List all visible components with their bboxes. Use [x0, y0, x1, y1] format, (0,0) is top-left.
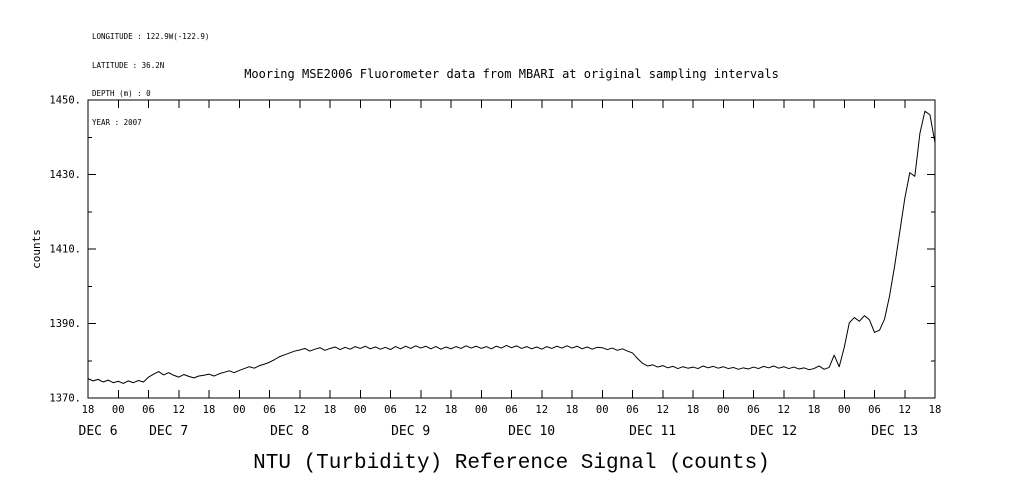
- metadata-longitude: LONGITUDE : 122.9W(-122.9): [92, 32, 210, 41]
- x-tick-label: 12: [656, 404, 669, 416]
- x-tick-label: 12: [898, 404, 911, 416]
- y-tick-label: 1430.: [49, 169, 81, 181]
- date-label: DEC 11: [629, 424, 676, 439]
- date-label: DEC 12: [750, 424, 797, 439]
- metadata-depth: DEPTH (m) : 0: [92, 89, 151, 98]
- chart-title: Mooring MSE2006 Fluorometer data from MB…: [244, 67, 779, 81]
- x-tick-label: 06: [263, 404, 276, 416]
- y-tick-label: 1410.: [49, 244, 81, 256]
- date-label: DEC 8: [270, 424, 309, 439]
- x-tick-label: 06: [747, 404, 760, 416]
- x-axis-caption: NTU (Turbidity) Reference Signal (counts…: [253, 452, 770, 475]
- x-tick-label: 12: [172, 404, 185, 416]
- x-tick-label: 12: [414, 404, 427, 416]
- x-tick-label: 18: [808, 404, 821, 416]
- x-tick-label: 18: [687, 404, 700, 416]
- x-tick-label: 06: [142, 404, 155, 416]
- y-tick-label: 1450.: [49, 95, 81, 107]
- metadata-block: LONGITUDE : 122.9W(-122.9) LATITUDE : 36…: [92, 13, 209, 146]
- x-tick-label: 18: [82, 404, 95, 416]
- x-tick-label: 18: [929, 404, 942, 416]
- date-label: DEC 6: [79, 424, 118, 439]
- x-tick-label: 06: [626, 404, 639, 416]
- date-label: DEC 9: [391, 424, 430, 439]
- x-tick-label: 18: [566, 404, 579, 416]
- date-label: DEC 13: [871, 424, 918, 439]
- y-tick-label: 1370.: [49, 393, 81, 405]
- y-tick-label: 1390.: [49, 318, 81, 330]
- x-tick-label: 00: [475, 404, 488, 416]
- x-tick-label: 12: [293, 404, 306, 416]
- x-tick-label: 00: [717, 404, 730, 416]
- x-tick-label: 18: [203, 404, 216, 416]
- x-tick-label: 18: [324, 404, 337, 416]
- plot-frame: [87, 99, 936, 399]
- x-tick-label: 06: [868, 404, 881, 416]
- x-tick-label: 00: [233, 404, 246, 416]
- x-tick-label: 06: [384, 404, 397, 416]
- date-label: DEC 10: [508, 424, 555, 439]
- x-tick-label: 06: [505, 404, 518, 416]
- metadata-latitude: LATITUDE : 36.2N: [92, 60, 165, 70]
- x-tick-label: 12: [777, 404, 790, 416]
- x-tick-label: 12: [535, 404, 548, 416]
- metadata-year: YEAR : 2007: [92, 117, 142, 127]
- x-tick-label: 00: [596, 404, 609, 416]
- x-tick-label: 00: [354, 404, 367, 416]
- data-line: [87, 110, 936, 384]
- date-label: DEC 7: [149, 424, 188, 439]
- x-tick-label: 00: [838, 404, 851, 416]
- x-tick-label: 00: [112, 404, 125, 416]
- x-tick-label: 18: [445, 404, 458, 416]
